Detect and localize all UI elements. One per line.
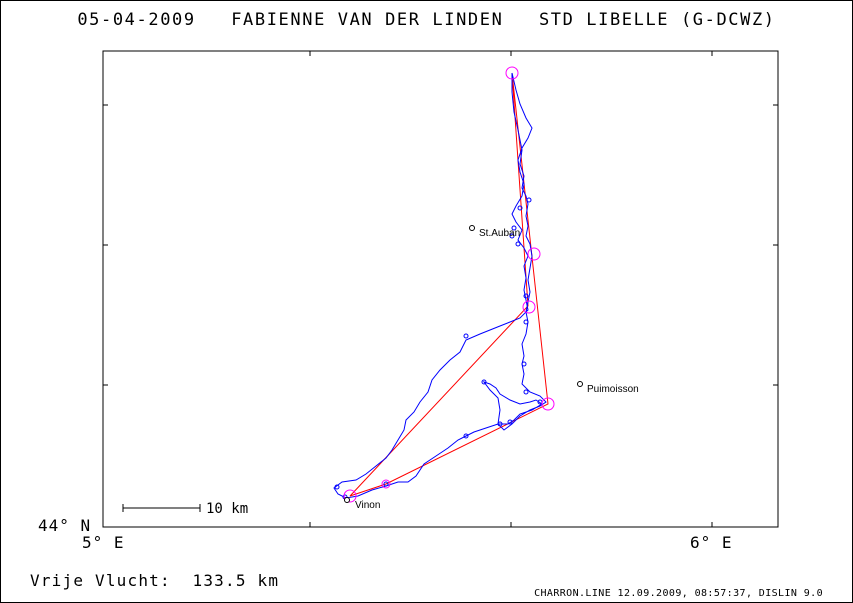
place-puimoisson: Puimoisson: [577, 381, 639, 395]
distance-value: 133.5 km: [192, 571, 280, 590]
scale-bar: 10 km: [122, 501, 248, 517]
scale-label: 10 km: [206, 501, 248, 517]
flight-title: 05-04-2009 FABIENNE VAN DER LINDEN STD L…: [0, 10, 853, 30]
place-label-puimoisson: Puimoisson: [587, 384, 639, 395]
axis-ticks: [103, 51, 778, 527]
task-line: [349, 72, 549, 497]
turnpoint-2: [522, 300, 536, 314]
turnpoint-3: [541, 397, 555, 411]
lon-label-5e: 5° E: [82, 533, 125, 552]
turnpoint-5: [343, 489, 357, 503]
place-label-vinon: Vinon: [355, 500, 380, 511]
distance-readout: Vrije Vlucht: 133.5 km: [30, 571, 279, 590]
turnpoint-start: [505, 66, 519, 80]
thermal-marks: [334, 197, 543, 500]
flight-date: 05-04-2009: [77, 10, 196, 30]
footer-info: CHARRON.LINE 12.09.2009, 08:57:37, DISLI…: [534, 588, 823, 599]
map-border: [102, 50, 779, 528]
lon-label-6e: 6° E: [690, 533, 733, 552]
pilot-name: FABIENNE VAN DER LINDEN: [231, 10, 504, 30]
gps-track: [333, 72, 547, 499]
turnpoint-4: [381, 479, 391, 489]
distance-label: Vrije Vlucht:: [30, 571, 171, 590]
place-st-auban: St.Auban: [469, 225, 520, 239]
turnpoints: [343, 66, 555, 503]
lat-label: 44° N: [38, 516, 92, 535]
turnpoint-1: [527, 247, 541, 261]
place-label-st-auban: St.Auban: [479, 228, 520, 239]
glider-name: STD LIBELLE (G-DCWZ): [538, 10, 776, 30]
place-vinon: Vinon: [344, 497, 380, 511]
